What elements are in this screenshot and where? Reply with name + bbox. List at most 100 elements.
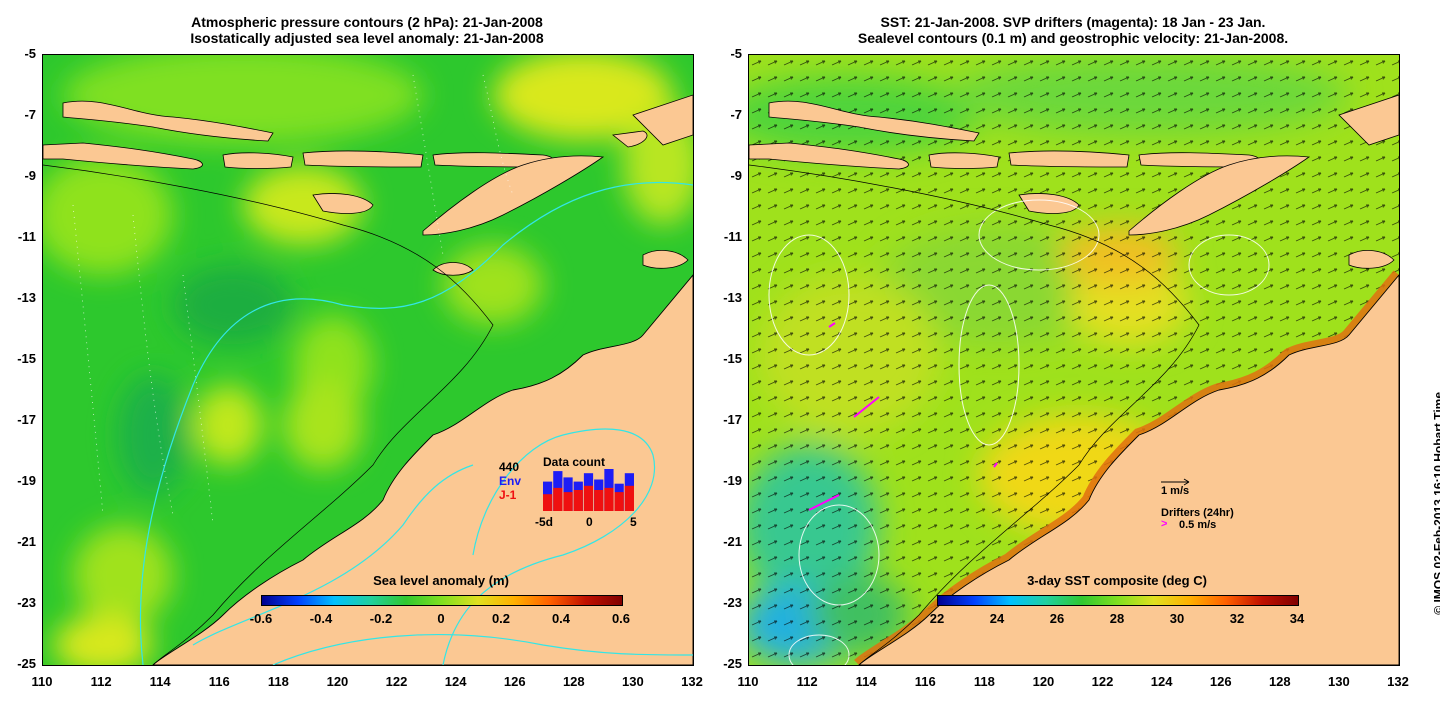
inset-xtick-right: 5 xyxy=(630,515,637,529)
left-lon-tick: 126 xyxy=(503,674,526,689)
inset-xtick-left: -5d xyxy=(535,515,553,529)
sst-tick-1: 22 xyxy=(929,611,945,626)
left-lat-tick: -9 xyxy=(24,168,36,183)
left-lon-tick: 128 xyxy=(562,674,585,689)
right-lon-tick: 132 xyxy=(1387,674,1409,689)
pressure-contours xyxy=(139,182,693,665)
sea-level-anomaly-map: 440 Env J-1 Data count -5d 0 5 Sea level… xyxy=(42,54,694,666)
left-lat-tick: -13 xyxy=(17,290,36,305)
left-lat-tick: -25 xyxy=(17,656,36,671)
sla-map-graphic xyxy=(43,55,693,665)
credit-text: © IMOS 02-Feb-2013 16:10 Hobart Time xyxy=(1432,392,1440,615)
j1-bar xyxy=(553,487,563,511)
right-lat-tick: -19 xyxy=(723,473,742,488)
anomaly-patches xyxy=(43,55,693,665)
right-lat-tick: -9 xyxy=(730,168,742,183)
sst-map-graphic xyxy=(749,55,1399,665)
left-lon-tick: 122 xyxy=(385,674,408,689)
left-lat-tick: -23 xyxy=(17,595,36,610)
sealevel-contours xyxy=(768,199,1270,665)
j1-bar xyxy=(614,492,624,511)
right-lon-tick: 120 xyxy=(1032,674,1055,689)
inset-count: 440 xyxy=(499,460,520,474)
sst-colorbar-label: 3-day SST composite (deg C) xyxy=(1027,573,1207,588)
left-title-line1: Atmospheric pressure contours (2 hPa): 2… xyxy=(191,14,543,30)
sla-tick-4: 0 xyxy=(437,611,445,626)
sst-australia-land xyxy=(858,274,1399,665)
right-lat-tick: -5 xyxy=(730,46,742,61)
left-lon-tick: 120 xyxy=(326,674,349,689)
inset-legend-j1: J-1 xyxy=(499,488,517,502)
right-lat-tick: -11 xyxy=(723,229,742,244)
sst-shelf-contour xyxy=(749,164,1200,665)
dotted-contours xyxy=(72,74,514,526)
sla-tick-5: 0.2 xyxy=(491,611,511,626)
inset-xtick-mid: 0 xyxy=(586,515,593,529)
left-title-line2: Isostatically adjusted sea level anomaly… xyxy=(190,30,544,46)
left-lat-tick: -17 xyxy=(17,412,36,427)
velocity-scale-label: 1 m/s xyxy=(1161,485,1190,497)
right-lon-tick: 122 xyxy=(1091,674,1114,689)
left-lat-tick: -19 xyxy=(17,473,36,488)
right-lon-tick: 118 xyxy=(973,674,995,689)
data-count-histogram xyxy=(543,469,634,511)
sst-tick-3: 26 xyxy=(1049,611,1065,626)
right-lon-tick: 130 xyxy=(1328,674,1350,689)
left-lat-tick: -11 xyxy=(17,229,36,244)
sla-colorbar xyxy=(261,595,623,606)
inset-title: Data count xyxy=(543,455,606,469)
left-lon-tick: 110 xyxy=(31,674,53,689)
sla-tick-2: -0.4 xyxy=(309,611,333,626)
right-lat-tick: -23 xyxy=(723,595,742,610)
sla-tick-1: -0.6 xyxy=(249,611,273,626)
right-lon-tick: 114 xyxy=(855,674,877,689)
right-lon-tick: 128 xyxy=(1268,674,1291,689)
drifters-label: Drifters (24hr) xyxy=(1161,507,1234,519)
right-lat-tick: -21 xyxy=(723,534,742,549)
left-lat-tick: -15 xyxy=(17,351,36,366)
sst-colorbar xyxy=(937,595,1299,606)
sst-land-islands xyxy=(749,94,1399,269)
left-lon-tick: 112 xyxy=(90,674,112,689)
drifters-arrow-icon: > xyxy=(1161,518,1168,530)
right-lon-tick: 112 xyxy=(796,674,818,689)
left-lon-tick: 116 xyxy=(208,674,230,689)
j1-bar xyxy=(624,485,634,511)
left-lat-tick: -7 xyxy=(24,107,36,122)
right-lat-tick: -13 xyxy=(723,290,742,305)
sst-tick-6: 32 xyxy=(1229,611,1245,626)
sst-tick-4: 28 xyxy=(1109,611,1125,626)
left-lon-tick: 130 xyxy=(622,674,644,689)
j1-bar xyxy=(543,494,553,511)
right-title-line2: Sealevel contours (0.1 m) and geostrophi… xyxy=(857,30,1289,46)
left-lon-tick: 124 xyxy=(444,674,467,689)
drifters-scale-label: 0.5 m/s xyxy=(1179,519,1217,531)
right-lat-tick: -15 xyxy=(723,351,742,366)
right-lon-tick: 110 xyxy=(737,674,759,689)
sla-tick-6: 0.4 xyxy=(551,611,571,626)
sst-map: 1 m/s Drifters (24hr) > 0.5 m/s 3-day SS… xyxy=(748,54,1400,666)
australia-land xyxy=(152,274,693,665)
left-lat-tick: -5 xyxy=(24,46,36,61)
j1-bar xyxy=(573,490,583,511)
j1-bar xyxy=(583,485,594,511)
left-lon-tick: 118 xyxy=(267,674,289,689)
sla-tick-7: 0.6 xyxy=(611,611,631,626)
j1-bar xyxy=(563,492,573,511)
right-lon-tick: 126 xyxy=(1209,674,1232,689)
right-lon-tick: 124 xyxy=(1150,674,1173,689)
inset-legend-env: Env xyxy=(499,474,522,488)
right-lat-tick: -25 xyxy=(723,656,742,671)
right-title-line1: SST: 21-Jan-2008. SVP drifters (magenta)… xyxy=(880,14,1266,30)
left-lon-tick: 132 xyxy=(681,674,703,689)
right-lat-tick: -7 xyxy=(730,107,742,122)
drifter-tracks xyxy=(808,322,998,511)
sla-tick-3: -0.2 xyxy=(369,611,393,626)
left-lon-tick: 114 xyxy=(149,674,171,689)
j1-bar xyxy=(604,487,614,511)
sla-colorbar-label: Sea level anomaly (m) xyxy=(373,573,509,588)
right-lon-tick: 116 xyxy=(914,674,936,689)
sst-tick-7: 34 xyxy=(1289,611,1305,626)
right-lat-tick: -17 xyxy=(723,412,742,427)
velocity-scale-arrow xyxy=(1161,478,1190,486)
